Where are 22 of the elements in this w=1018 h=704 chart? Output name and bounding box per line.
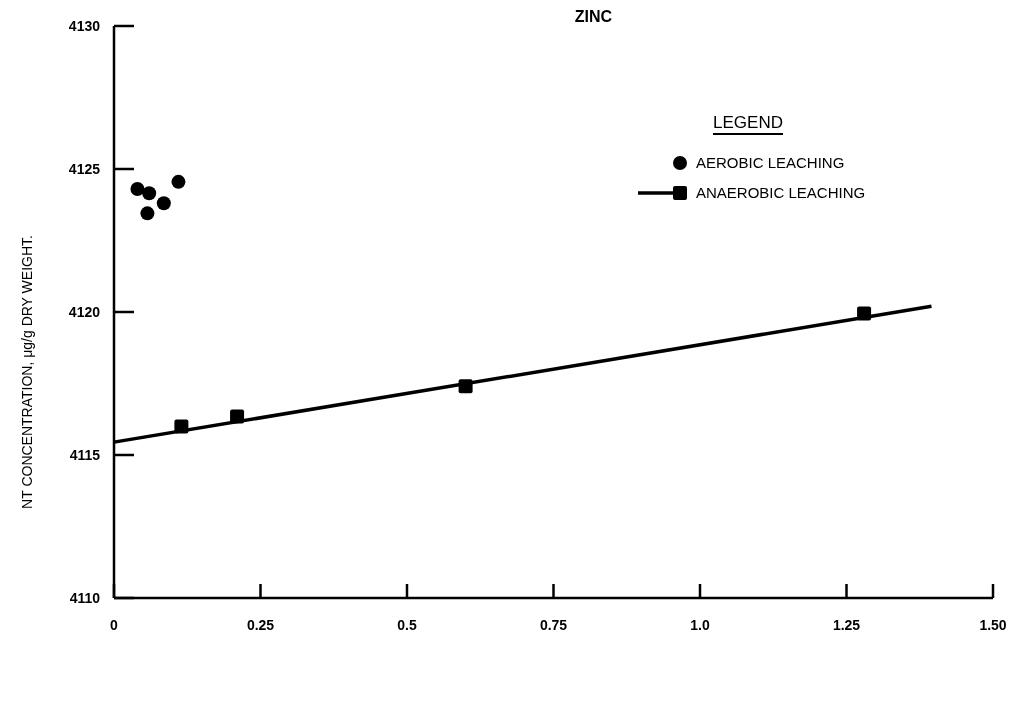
x-tick-label: 0 <box>110 617 119 633</box>
y-tick-label: 4115 <box>69 446 101 463</box>
y-tick-label: 4120 <box>68 303 101 320</box>
point <box>140 206 155 221</box>
x-tick-label: 1.0 <box>690 617 710 633</box>
point <box>156 196 171 211</box>
y-tick-label: 4125 <box>68 160 101 177</box>
chart-title: ZINC <box>574 8 613 25</box>
x-tick-label: 0.25 <box>246 617 275 633</box>
y-axis-title: NT CONCENTRATION, μg/g DRY WEIGHT. <box>19 235 35 509</box>
legend-title: LEGEND <box>713 113 783 132</box>
x-tick-label: 0.75 <box>539 617 568 633</box>
point <box>130 182 145 197</box>
y-tick-label: 4130 <box>68 17 101 34</box>
x-tick-label: 1.25 <box>832 617 861 633</box>
x-tick-label: 1.50 <box>979 617 1007 633</box>
legend-label: AEROBIC LEACHING <box>696 154 845 172</box>
point <box>142 186 157 201</box>
y-tick-label: 4110 <box>69 589 101 606</box>
point <box>171 174 186 189</box>
legend-label: ANAEROBIC LEACHING <box>696 184 866 202</box>
x-tick-label: 0.5 <box>397 617 417 633</box>
